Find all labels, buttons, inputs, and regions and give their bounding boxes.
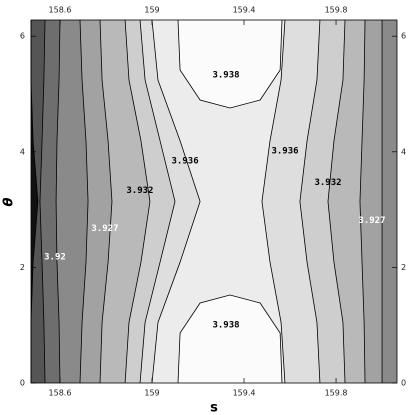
contour-line bbox=[39, 19, 46, 384]
plot-frame bbox=[30, 19, 398, 384]
contour-line bbox=[124, 19, 151, 384]
contour-label: 3.938 bbox=[212, 321, 239, 331]
contour-label: 3.92 bbox=[44, 253, 66, 263]
y-tick-label: 6 bbox=[401, 32, 406, 41]
x-tick-label: 159 bbox=[144, 389, 159, 398]
contour-line bbox=[55, 19, 61, 384]
x-axis-label: s bbox=[210, 401, 218, 415]
contour-label: 3.938 bbox=[212, 70, 239, 80]
contour-region bbox=[177, 20, 282, 108]
contour-line bbox=[299, 19, 321, 384]
contour-label: 3.936 bbox=[172, 156, 199, 166]
contour-line bbox=[99, 19, 113, 384]
x-tick-label: 159.8 bbox=[325, 6, 348, 15]
contour-label: 3.936 bbox=[271, 146, 298, 156]
contour-line bbox=[177, 294, 283, 384]
contour-region bbox=[152, 20, 285, 383]
y-tick-label: 0 bbox=[401, 379, 406, 388]
y-tick-label: 4 bbox=[20, 147, 25, 156]
x-tick-label: 159.4 bbox=[233, 6, 256, 15]
contour-line bbox=[177, 19, 283, 109]
contour-line bbox=[327, 19, 346, 384]
x-tick-label: 158.6 bbox=[49, 389, 72, 398]
contour-label: 3.927 bbox=[358, 216, 385, 226]
y-axis-label: θ bbox=[2, 197, 17, 206]
x-tick-label: 159.4 bbox=[233, 389, 256, 398]
contour-line bbox=[151, 19, 201, 384]
y-tick-label: 0 bbox=[20, 379, 25, 388]
contour-line bbox=[79, 19, 89, 384]
y-tick-label: 2 bbox=[20, 263, 25, 272]
contour-label: 3.932 bbox=[126, 186, 153, 196]
contour-label: 3.932 bbox=[314, 178, 341, 188]
x-tick-label: 159 bbox=[144, 6, 159, 15]
contour-line bbox=[261, 19, 286, 384]
contour-line bbox=[139, 19, 176, 384]
contour-region bbox=[177, 295, 282, 383]
y-tick-label: 2 bbox=[401, 263, 406, 272]
x-tick-label: 158.6 bbox=[49, 6, 72, 15]
y-tick-label: 4 bbox=[401, 147, 406, 156]
contour-line bbox=[359, 19, 366, 384]
x-tick-label: 159.8 bbox=[325, 389, 348, 398]
y-tick-label: 6 bbox=[20, 32, 25, 41]
contour-label: 3.927 bbox=[91, 224, 118, 234]
